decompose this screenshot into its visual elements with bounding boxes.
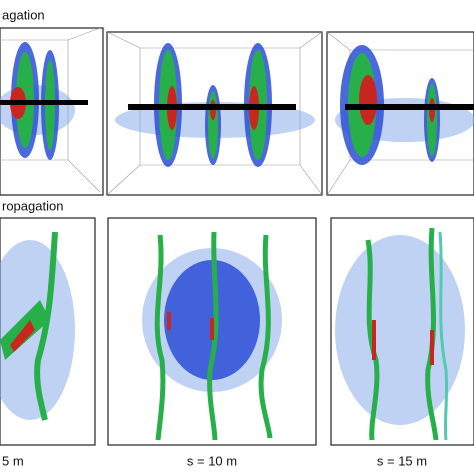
- panel-label: s = 10 m: [187, 453, 237, 468]
- section-title: ropagation: [2, 198, 63, 213]
- panel-2d: [330, 217, 474, 446]
- panel-3d: [0, 27, 104, 196]
- panel-3d: [106, 31, 323, 196]
- section-title: agation: [2, 7, 45, 22]
- panel-2d: [107, 217, 317, 446]
- panel-3d: [326, 31, 474, 196]
- panel-label: s = 15 m: [377, 453, 427, 468]
- panel-label: 5 m: [2, 453, 24, 468]
- panel-2d: [0, 217, 96, 446]
